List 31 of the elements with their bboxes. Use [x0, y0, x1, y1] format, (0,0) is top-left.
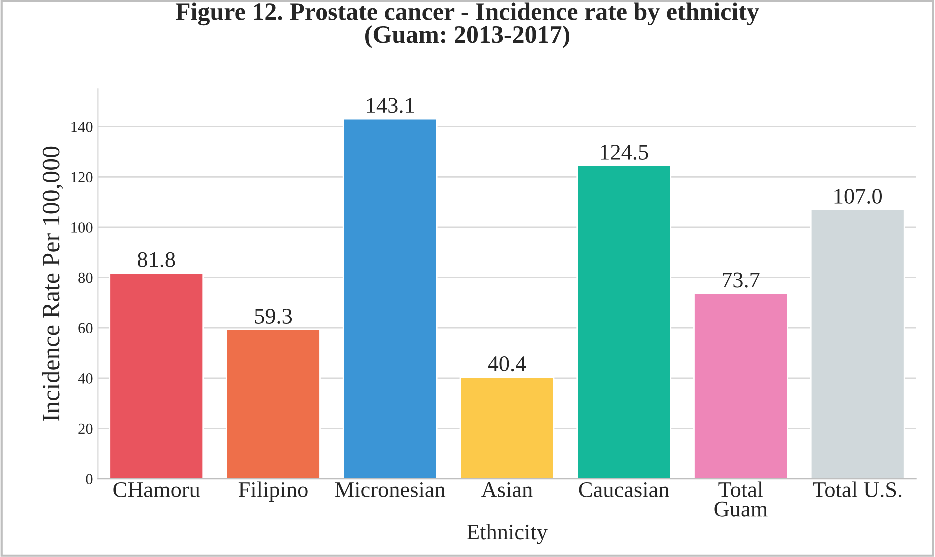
- y-tick-label: 60: [78, 323, 93, 334]
- data-label: 107.0: [834, 188, 882, 204]
- x-tick-label: Total Guam: [714, 482, 768, 517]
- data-label: 73.7: [723, 272, 760, 288]
- x-tick-label: Total U.S.: [813, 482, 902, 498]
- x-tick-label: Asian: [482, 482, 533, 498]
- y-tick-label: 140: [72, 122, 93, 132]
- bar: [226, 329, 321, 480]
- chart-title: Figure 12. Prostate cancer - Incidence rate by ethnicity (Guam: 2013-2017): [176, 2, 760, 48]
- bar: [576, 165, 672, 480]
- bar: [109, 272, 204, 480]
- y-tick-label: 100: [72, 222, 93, 233]
- bar: [342, 118, 438, 480]
- data-label: 81.8: [138, 252, 176, 268]
- bar: [694, 292, 788, 480]
- data-label: 124.5: [601, 145, 648, 160]
- y-tick-label: 20: [78, 424, 93, 434]
- y-tick-label: 120: [72, 172, 93, 183]
- y-axis-title: Incidence Rate Per 100,000: [42, 146, 64, 422]
- x-tick-label: Micronesian: [335, 482, 446, 498]
- x-tick-label: Caucasian: [579, 482, 670, 498]
- y-tick-label: 0: [86, 474, 93, 484]
- y-tick-label: 80: [78, 272, 93, 284]
- data-label: 143.1: [367, 98, 414, 114]
- y-tick-label: 40: [78, 374, 93, 384]
- x-axis-title: Ethnicity: [467, 524, 548, 544]
- data-label: 40.4: [488, 356, 526, 372]
- data-label: 59.3: [255, 309, 292, 324]
- x-tick-label: CHamoru: [114, 482, 200, 498]
- x-tick-label: Filipino: [238, 482, 308, 502]
- bar: [460, 376, 555, 480]
